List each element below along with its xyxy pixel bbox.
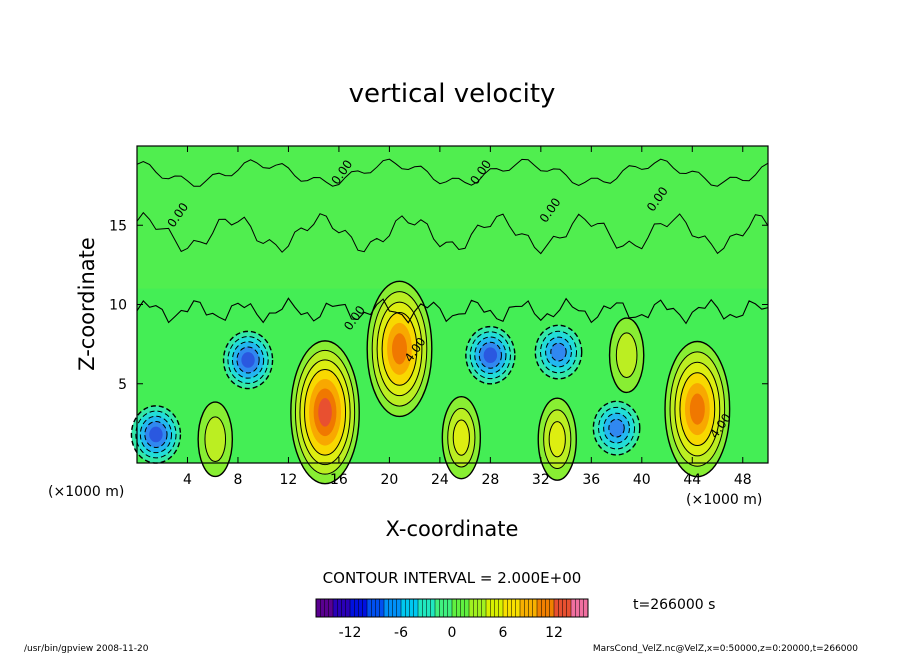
contour-line <box>592 400 641 456</box>
heatmap-cell-updraft <box>616 332 637 378</box>
x-axis: 4 8 12 16 20 24 28 32 36 40 44 48 <box>183 146 752 488</box>
x-tick-label: 32 <box>532 472 550 488</box>
x-tick-label: 48 <box>734 472 752 488</box>
colorbar-tick-label: 0 <box>448 625 457 641</box>
x-tick-label: 36 <box>582 472 600 488</box>
contour-line <box>603 412 630 444</box>
contour-line <box>441 395 482 480</box>
contour-line <box>543 409 572 470</box>
y-axis: 5 10 15 <box>109 218 768 393</box>
y-tick-label: 5 <box>118 377 127 393</box>
heatmap-cell-updraft <box>391 333 407 365</box>
contour-interval-text: CONTOUR INTERVAL = 2.000E+00 <box>323 569 582 587</box>
contour-line <box>598 406 636 450</box>
chart-title: vertical velocity <box>349 79 556 109</box>
contour-line <box>376 301 423 397</box>
zero-contour <box>136 158 769 187</box>
contour-line <box>534 324 583 380</box>
contour-line <box>236 346 260 374</box>
colorbar-ticks: -12 -6 0 6 12 <box>339 625 563 641</box>
colorbar-tick-label: -12 <box>339 625 362 641</box>
x-tick-label: 8 <box>233 472 242 488</box>
contour-line <box>550 342 567 362</box>
contour-line <box>294 349 356 475</box>
contour-line <box>204 416 227 463</box>
zero-contour <box>136 297 769 325</box>
x-tick-label: 16 <box>330 472 348 488</box>
contour-line <box>545 336 572 368</box>
colorbar-frame <box>315 598 589 618</box>
contour-line <box>227 336 269 384</box>
contour-line <box>669 351 726 467</box>
x-tick-label: 28 <box>481 472 499 488</box>
x-unit-right: (×1000 m) <box>686 492 762 508</box>
colorbar <box>315 598 589 618</box>
heatmap-cell-downdraft <box>483 347 498 364</box>
contour-line <box>139 415 173 454</box>
contour-line <box>540 330 578 374</box>
contour-line <box>664 340 731 478</box>
contour-line <box>615 332 638 379</box>
heatmap-cell-updraft <box>549 421 566 457</box>
colorbar-tick-label: -6 <box>394 625 408 641</box>
contour-line <box>371 291 428 407</box>
contour-line <box>135 410 177 459</box>
contour-line <box>608 317 645 394</box>
x-tick-label: 24 <box>431 472 449 488</box>
x-tick-label: 44 <box>683 472 701 488</box>
footer-source: MarsCond_VelZ.nc@VelZ,x=0:50000,z=0:2000… <box>593 644 858 654</box>
y-tick-label: 15 <box>109 218 127 234</box>
heatmap-cell-downdraft <box>149 426 163 443</box>
heatmap-cell-updraft <box>318 397 332 427</box>
footer-program: /usr/bin/gpview 2008-11-20 <box>24 644 149 654</box>
contour-line <box>144 420 168 448</box>
y-tick-label: 10 <box>109 298 127 314</box>
contour-line <box>478 341 502 369</box>
upper-layer-band <box>137 146 768 289</box>
contour-line <box>469 331 511 380</box>
contour-line <box>197 401 234 478</box>
contour-line <box>674 361 721 457</box>
heatmap-cell-updraft <box>204 416 226 462</box>
contour-line <box>474 336 507 374</box>
x-unit-left: (×1000 m) <box>48 484 124 500</box>
contour-line <box>608 418 625 438</box>
contour-line <box>465 325 516 385</box>
heatmap-cell-downdraft <box>550 343 567 361</box>
colorbar-tick-label: 12 <box>545 625 563 641</box>
contour-line <box>447 407 476 468</box>
contour-line <box>299 359 351 466</box>
zero-contour <box>136 211 769 255</box>
x-tick-label: 4 <box>183 472 192 488</box>
x-tick-label: 20 <box>380 472 398 488</box>
colorbar-tick-label: 6 <box>499 625 508 641</box>
contour-line <box>679 372 716 447</box>
time-label: t=266000 s <box>633 597 715 613</box>
x-axis-label: X-coordinate <box>386 517 519 541</box>
x-tick-label: 40 <box>633 472 651 488</box>
contour-line <box>222 330 274 390</box>
contour-line <box>548 421 566 458</box>
plot-area: 0.00 0.000.00 0.000.000.004.004.00 <box>130 145 769 485</box>
contour-line <box>366 280 433 418</box>
heatmap-cell-updraft <box>689 393 705 425</box>
y-axis-label: Z-coordinate <box>75 237 99 371</box>
x-tick-label: 12 <box>280 472 298 488</box>
contour-line <box>381 311 418 386</box>
heatmap-cell-downdraft <box>241 352 255 368</box>
heatmap-cell-updraft <box>453 420 470 456</box>
heatmap-cell-downdraft <box>608 419 625 438</box>
contour-line <box>290 340 360 485</box>
contour-line <box>452 419 470 456</box>
contour-line <box>231 341 265 379</box>
contour-line <box>537 397 577 481</box>
contour-line <box>304 368 347 456</box>
